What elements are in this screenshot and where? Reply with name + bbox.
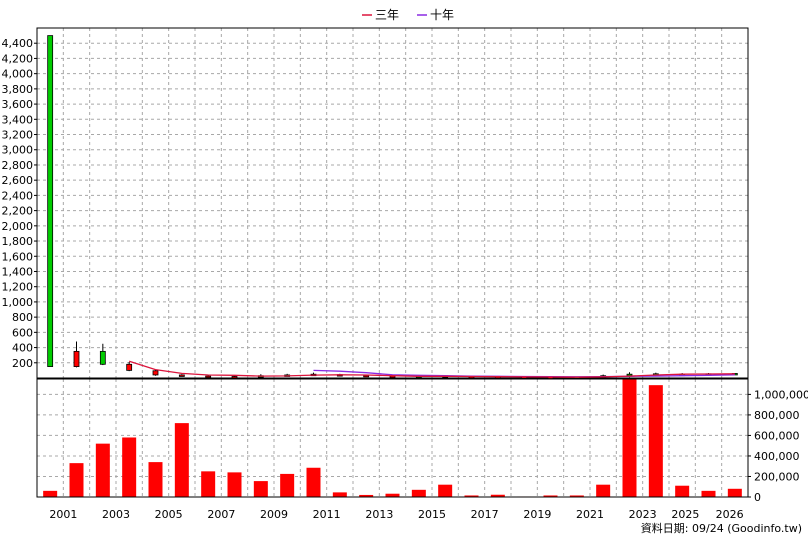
- candle-2001: [73, 341, 80, 368]
- candle-2006: [205, 375, 212, 378]
- x-tick-label-2001: 2001: [49, 508, 77, 521]
- volume-bar-2014: [411, 489, 426, 497]
- price-tick-label-12: 2,600: [2, 174, 34, 187]
- volume-bar-2004: [148, 462, 163, 497]
- volume-bar-2009: [280, 473, 295, 497]
- volume-bar-2007: [227, 472, 242, 497]
- price-tick-label-8: 1,800: [2, 235, 34, 248]
- source-note: 資料日期: 09/24 (Goodinfo.tw): [640, 522, 802, 535]
- candle-body: [231, 376, 238, 379]
- price-tick-label-17: 3,600: [2, 98, 34, 111]
- price-tick-label-3: 800: [12, 311, 33, 324]
- volume-bar-2005: [174, 423, 189, 497]
- x-tick-label-2011: 2011: [313, 508, 341, 521]
- volume-bar-2026: [727, 488, 742, 497]
- volume-bar-2006: [201, 471, 216, 497]
- x-tick-label-2023: 2023: [629, 508, 657, 521]
- volume-tick-label-1: 200,000: [754, 470, 800, 483]
- price-tick-label-11: 2,400: [2, 189, 34, 202]
- x-tick-label-2021: 2021: [576, 508, 604, 521]
- price-tick-label-20: 4,200: [2, 52, 34, 65]
- volume-tick-label-5: 1,000,000: [754, 388, 808, 401]
- candle-body: [47, 35, 54, 367]
- price-tick-label-18: 3,800: [2, 83, 34, 96]
- legend-label-1: 十年: [430, 8, 454, 22]
- volume-tick-label-2: 400,000: [754, 450, 800, 463]
- legend-label-0: 三年: [375, 8, 399, 22]
- volume-bar-2020: [569, 495, 584, 497]
- volume-bar-2024: [675, 485, 690, 497]
- volume-tick-label-4: 800,000: [754, 409, 800, 422]
- price-tick-label-15: 3,200: [2, 129, 34, 142]
- candle-body: [152, 370, 159, 376]
- volume-bar-2016: [464, 495, 479, 497]
- price-tick-label-14: 3,000: [2, 144, 34, 157]
- volume-bar-2025: [701, 490, 716, 497]
- price-tick-label-9: 2,000: [2, 220, 34, 233]
- price-panel: 200 400 600 800 1,000 1,200 1,400 1,600 1,800 2,0…: [2, 27, 749, 379]
- volume-bar-2017: [490, 494, 505, 497]
- price-tick-label-13: 2,800: [2, 159, 34, 172]
- volume-bar-2021: [596, 484, 611, 497]
- volume-bar-2008: [253, 481, 268, 497]
- price-frame: [36, 27, 749, 379]
- price-tick-label-6: 1,400: [2, 265, 34, 278]
- price-tick-label-5: 1,200: [2, 281, 34, 294]
- candle-2003: [126, 362, 133, 372]
- x-tick-label-2025: 2025: [671, 508, 699, 521]
- volume-bar-2022: [622, 379, 637, 497]
- candle-body: [205, 375, 212, 378]
- price-tick-label-21: 4,400: [2, 37, 34, 50]
- price-tick-label-0: 200: [12, 357, 33, 370]
- x-tick-label-2003: 2003: [102, 508, 130, 521]
- candle-2000: [47, 35, 54, 367]
- candle-body: [178, 374, 185, 377]
- volume-bar-2001: [69, 463, 84, 497]
- candle-2004: [152, 369, 159, 376]
- volume-bar-2002: [95, 443, 110, 497]
- price-tick-label-7: 1,600: [2, 250, 34, 263]
- candle-2002: [99, 343, 106, 366]
- price-tick-label-1: 400: [12, 342, 33, 355]
- x-tick-label-2017: 2017: [471, 508, 499, 521]
- x-tick-label-2009: 2009: [260, 508, 288, 521]
- price-tick-label-16: 3,400: [2, 113, 34, 126]
- volume-bar-2010: [306, 467, 321, 497]
- x-tick-label-2015: 2015: [418, 508, 446, 521]
- x-tick-label-2013: 2013: [365, 508, 393, 521]
- volume-bar-2013: [385, 493, 400, 497]
- legend: 三年 十年: [362, 8, 454, 22]
- volume-tick-label-3: 600,000: [754, 429, 800, 442]
- volume-bar-2000: [43, 490, 58, 497]
- volume-panel: 0 200,000 400,000 600,000 800,000 1,000,000 20…: [36, 378, 808, 521]
- x-tick-label-2005: 2005: [155, 508, 183, 521]
- ma-three-year-line: [129, 360, 735, 378]
- candle-body: [99, 350, 106, 365]
- price-tick-label-19: 4,000: [2, 68, 34, 81]
- price-tick-label-2: 600: [12, 326, 33, 339]
- x-tick-label-2019: 2019: [523, 508, 551, 521]
- candle-2005: [178, 374, 185, 377]
- candle-body: [126, 363, 133, 371]
- volume-frame: [36, 378, 749, 498]
- volume-bar-2011: [332, 492, 347, 497]
- price-tick-label-10: 2,200: [2, 205, 34, 218]
- volume-bar-2012: [359, 494, 374, 497]
- price-tick-label-4: 1,000: [2, 296, 34, 309]
- volume-tick-label-0: 0: [754, 491, 761, 504]
- candle-2007: [231, 375, 238, 379]
- volume-bar-2019: [543, 495, 558, 497]
- volume-bar-2023: [648, 385, 663, 497]
- x-tick-label-2007: 2007: [207, 508, 235, 521]
- x-tick-label-2026: 2026: [716, 508, 744, 521]
- volume-bar-2015: [438, 484, 453, 497]
- candle-body: [73, 350, 80, 367]
- volume-bar-2003: [122, 437, 137, 497]
